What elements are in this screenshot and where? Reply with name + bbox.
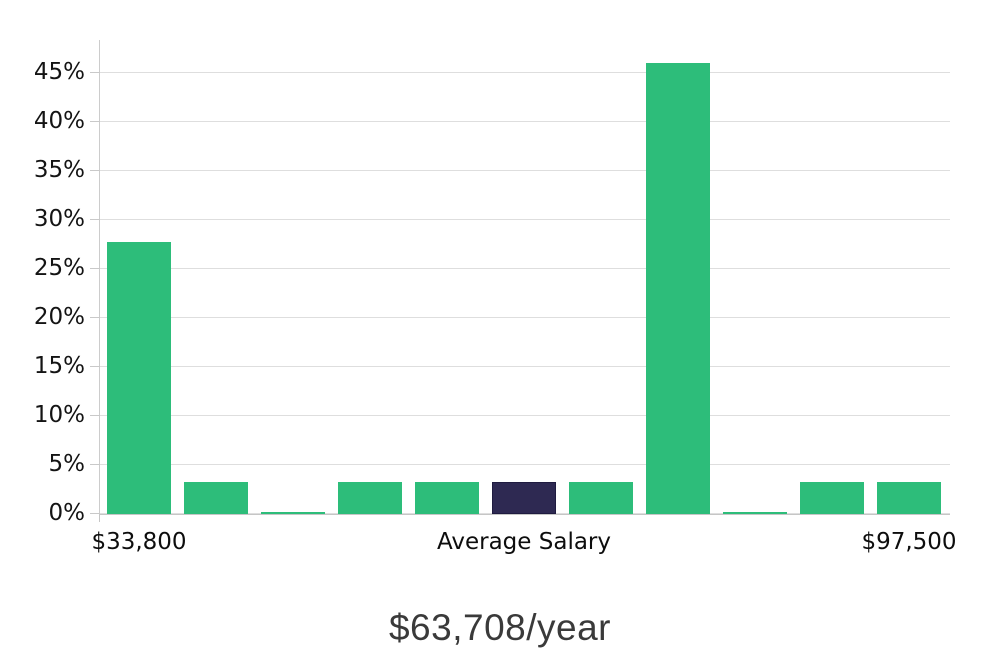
gridline-15% bbox=[100, 366, 950, 368]
y-axis-line bbox=[99, 40, 100, 514]
gridline-40% bbox=[100, 121, 950, 123]
y-tick-mark bbox=[90, 219, 100, 221]
x-tick-label-2: $97,500 bbox=[861, 529, 957, 555]
plot-area bbox=[90, 40, 950, 522]
y-tick-mark bbox=[90, 170, 100, 172]
gridline-45% bbox=[100, 72, 950, 74]
bar-salary-bucket-4[interactable] bbox=[338, 482, 402, 514]
y-tick-label-35: 35% bbox=[33, 157, 85, 184]
bar-average-salary-highlight[interactable] bbox=[492, 482, 556, 514]
bar-salary-bucket-2[interactable] bbox=[184, 482, 248, 514]
y-tick-mark bbox=[90, 513, 100, 514]
y-tick-mark bbox=[90, 268, 100, 270]
y-tick-mark bbox=[90, 72, 100, 74]
x-axis-origin-tick bbox=[99, 515, 100, 522]
gridline-25% bbox=[100, 268, 950, 270]
y-tick-label-40: 40% bbox=[33, 108, 85, 135]
y-tick-label-20: 20% bbox=[33, 304, 85, 331]
y-tick-mark bbox=[90, 415, 100, 417]
gridline-5% bbox=[100, 464, 950, 466]
average-salary-title: $63,708/year bbox=[388, 607, 611, 648]
gridline-30% bbox=[100, 219, 950, 221]
y-tick-label-5: 5% bbox=[48, 451, 86, 478]
y-tick-mark bbox=[90, 317, 100, 319]
x-axis-line bbox=[99, 514, 950, 515]
gridline-10% bbox=[100, 415, 950, 417]
bar-salary-bucket-11[interactable] bbox=[877, 482, 941, 514]
bar-salary-bucket-8[interactable] bbox=[646, 63, 710, 514]
y-tick-label-10: 10% bbox=[33, 402, 85, 429]
y-tick-mark bbox=[90, 121, 100, 123]
y-tick-label-30: 30% bbox=[33, 206, 85, 233]
x-tick-label-0: $33,800 bbox=[91, 529, 187, 555]
y-tick-label-25: 25% bbox=[33, 255, 85, 282]
bar-salary-bucket-9[interactable] bbox=[723, 512, 787, 514]
y-tick-mark bbox=[90, 366, 100, 368]
y-tick-mark bbox=[90, 464, 100, 466]
bar-salary-bucket-10[interactable] bbox=[800, 482, 864, 514]
gridline-35% bbox=[100, 170, 950, 172]
gridline-20% bbox=[100, 317, 950, 319]
y-tick-label-45: 45% bbox=[33, 59, 85, 86]
bar-salary-bucket-5[interactable] bbox=[415, 482, 479, 514]
bar-salary-bucket-3[interactable] bbox=[261, 512, 325, 514]
bar-salary-bucket-1[interactable] bbox=[107, 242, 171, 514]
y-tick-label-0: 0% bbox=[48, 500, 86, 526]
x-tick-label-1: Average Salary bbox=[436, 529, 611, 555]
y-tick-label-15: 15% bbox=[33, 353, 85, 380]
bar-salary-bucket-7[interactable] bbox=[569, 482, 633, 514]
